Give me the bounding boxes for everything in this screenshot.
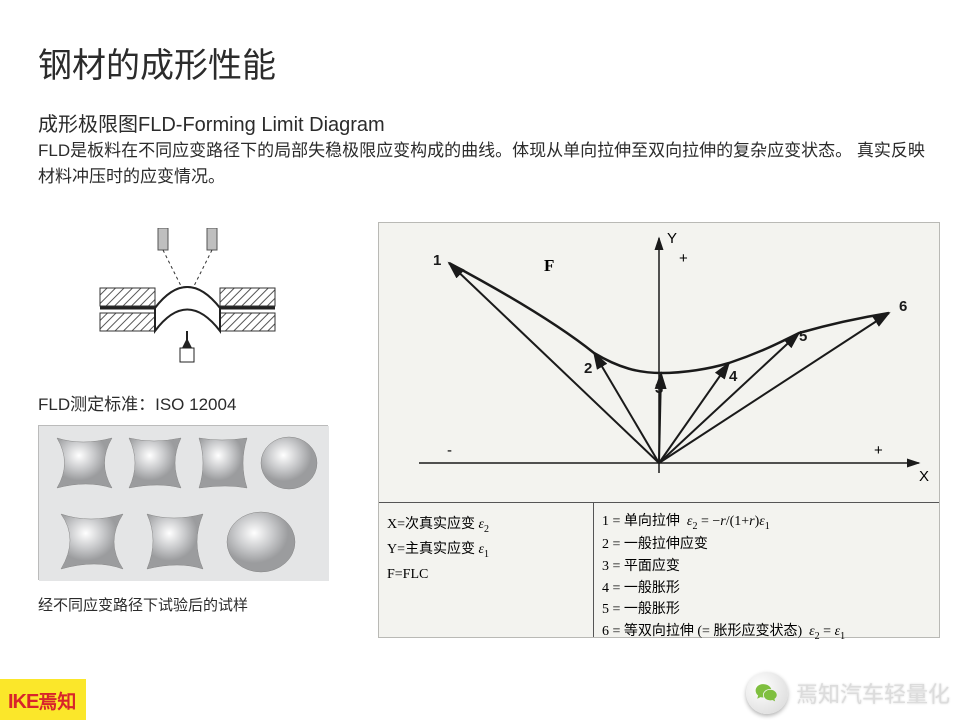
samples-caption: 经不同应变路径下试验后的试样 xyxy=(38,594,248,615)
legend-line-1: 1 = 单向拉伸 ε2 = −r/(1+r)ε1 xyxy=(602,511,931,534)
legend-left: X=次真实应变 ε2 Y=主真实应变 ε1 F=FLC xyxy=(379,503,594,637)
test-samples-photo xyxy=(38,425,328,580)
wechat-text: 焉知汽车轻量化 xyxy=(796,677,950,709)
legend-y-def: Y=主真实应变 ε1 xyxy=(387,538,585,563)
wechat-watermark: 焉知汽车轻量化 xyxy=(746,672,950,714)
minus-left: - xyxy=(447,442,452,459)
page-title: 钢材的成形性能 xyxy=(38,38,276,87)
legend-line-5: 5 = 一般胀形 xyxy=(602,599,931,621)
ike-logo: IKE焉知 xyxy=(0,679,86,720)
plus-top: + xyxy=(679,250,688,267)
y-axis-label: Y xyxy=(667,230,677,247)
description-text: FLD是板料在不同应变路径下的局部失稳极限应变构成的曲线。体现从单向拉伸至双向拉… xyxy=(38,138,930,189)
iso-standard-label: FLD测定标准：ISO 12004 xyxy=(38,390,236,415)
legend-line-3: 3 = 平面应变 xyxy=(602,556,931,578)
vector-label-4: 4 xyxy=(729,368,738,385)
cup-test-schematic xyxy=(90,228,285,368)
vector-label-2: 2 xyxy=(584,360,592,377)
legend-line-6: 6 = 等双向拉伸 (= 胀形应变状态) ε2 = ε1 xyxy=(602,621,931,644)
fld-diagram: Y X + - + F 1 2 3 4 5 6 X=次真实应变 ε2 Y=主真实… xyxy=(378,222,940,638)
vector-label-6: 6 xyxy=(899,298,907,315)
curve-label-F: F xyxy=(544,256,554,275)
ike-logo-en: IKE xyxy=(8,691,38,713)
legend-x-def: X=次真实应变 ε2 xyxy=(387,513,585,538)
legend-line-2: 2 = 一般拉伸应变 xyxy=(602,534,931,556)
plus-right: + xyxy=(874,442,883,459)
wechat-icon xyxy=(746,672,788,714)
legend-f-def: F=FLC xyxy=(387,563,585,587)
vector-label-1: 1 xyxy=(433,252,441,269)
vector-label-3: 3 xyxy=(655,380,663,397)
x-axis-label: X xyxy=(919,468,929,485)
ike-logo-cn: 焉知 xyxy=(38,692,76,713)
subtitle: 成形极限图FLD-Forming Limit Diagram xyxy=(38,108,385,137)
legend-line-4: 4 = 一般胀形 xyxy=(602,578,931,600)
fld-legend: X=次真实应变 ε2 Y=主真实应变 ε1 F=FLC 1 = 单向拉伸 ε2 … xyxy=(379,502,939,637)
legend-right: 1 = 单向拉伸 ε2 = −r/(1+r)ε1 2 = 一般拉伸应变 3 = … xyxy=(594,503,939,637)
vector-label-5: 5 xyxy=(799,328,807,345)
